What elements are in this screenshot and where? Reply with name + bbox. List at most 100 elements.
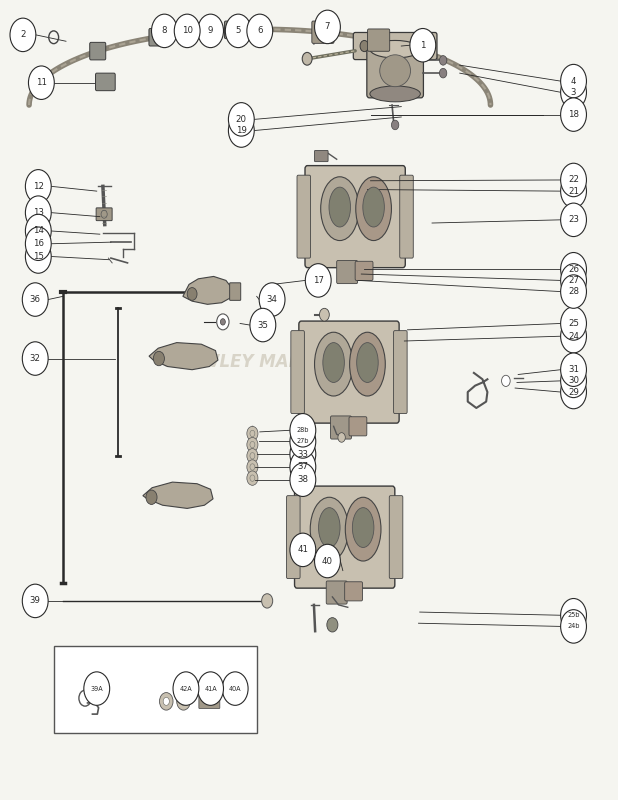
Text: 27b: 27b [297,438,309,445]
Circle shape [187,287,197,300]
Circle shape [561,353,586,386]
Text: 23: 23 [568,215,579,224]
FancyBboxPatch shape [400,175,413,258]
Circle shape [561,64,586,98]
Circle shape [247,449,258,463]
Ellipse shape [363,187,384,227]
Ellipse shape [323,342,344,382]
Circle shape [84,672,109,706]
Circle shape [502,375,510,386]
Text: 20: 20 [236,115,247,124]
Text: 25b: 25b [567,612,580,618]
Circle shape [10,18,36,52]
Text: 41: 41 [297,546,308,554]
Text: 5: 5 [235,26,241,35]
Ellipse shape [345,498,381,561]
Text: 8: 8 [162,26,167,35]
Circle shape [250,308,276,342]
Circle shape [163,698,169,706]
FancyBboxPatch shape [315,150,328,162]
Text: 22: 22 [568,175,579,185]
FancyBboxPatch shape [295,486,395,588]
Polygon shape [149,342,218,370]
Ellipse shape [356,177,391,241]
Text: 42A: 42A [180,686,192,691]
FancyBboxPatch shape [299,321,399,423]
FancyBboxPatch shape [90,42,106,60]
Text: 21: 21 [568,186,579,196]
Text: 17: 17 [313,276,324,285]
Circle shape [439,56,447,65]
Ellipse shape [352,508,374,547]
Circle shape [198,672,224,706]
Circle shape [229,102,254,136]
Circle shape [25,214,51,248]
Circle shape [561,253,586,286]
FancyBboxPatch shape [355,262,373,281]
Ellipse shape [357,342,378,382]
Circle shape [561,364,586,398]
Circle shape [217,314,229,330]
Circle shape [561,203,586,237]
Ellipse shape [370,86,420,102]
Circle shape [421,41,430,52]
Text: 39: 39 [30,596,41,606]
FancyBboxPatch shape [224,21,240,38]
FancyBboxPatch shape [345,582,363,601]
FancyBboxPatch shape [326,581,347,604]
Circle shape [315,10,341,44]
Circle shape [198,14,224,48]
Circle shape [290,425,316,458]
FancyBboxPatch shape [312,21,334,43]
FancyBboxPatch shape [337,261,358,284]
Text: 26: 26 [568,265,579,274]
Text: 10: 10 [182,26,193,35]
Ellipse shape [315,332,353,396]
Text: 36: 36 [30,295,41,304]
Text: 38: 38 [297,475,308,484]
Circle shape [25,196,51,230]
Text: 4: 4 [571,77,577,86]
Circle shape [247,426,258,441]
Circle shape [410,29,436,62]
Text: 18: 18 [568,110,579,119]
Text: 9: 9 [208,26,213,35]
Text: 31: 31 [568,366,579,374]
FancyBboxPatch shape [297,175,310,258]
Text: 7: 7 [324,22,330,31]
Text: 33: 33 [297,450,308,458]
Text: 29: 29 [568,387,579,397]
FancyBboxPatch shape [230,283,240,300]
Circle shape [22,342,48,375]
Text: 1: 1 [420,41,426,50]
Circle shape [25,227,51,261]
Ellipse shape [310,498,349,561]
Text: 12: 12 [33,182,44,191]
Circle shape [327,618,338,632]
FancyBboxPatch shape [389,496,403,578]
Circle shape [302,53,312,65]
Circle shape [177,693,190,710]
FancyBboxPatch shape [331,416,352,439]
Ellipse shape [329,187,350,227]
Text: 19: 19 [236,126,247,135]
Text: 39A: 39A [90,686,103,691]
FancyBboxPatch shape [287,496,300,578]
Circle shape [28,66,54,99]
Ellipse shape [321,177,359,241]
Text: 41A: 41A [204,686,217,691]
FancyBboxPatch shape [368,29,390,51]
Circle shape [226,14,251,48]
Bar [54,646,256,734]
Circle shape [561,306,586,340]
Text: 28b: 28b [297,427,309,434]
Text: 24b: 24b [567,623,580,630]
Text: 2: 2 [20,30,26,39]
Circle shape [561,598,586,632]
Circle shape [290,450,316,484]
Circle shape [561,375,586,409]
Circle shape [320,308,329,321]
Ellipse shape [318,508,340,547]
Circle shape [439,68,447,78]
Text: 32: 32 [30,354,41,363]
